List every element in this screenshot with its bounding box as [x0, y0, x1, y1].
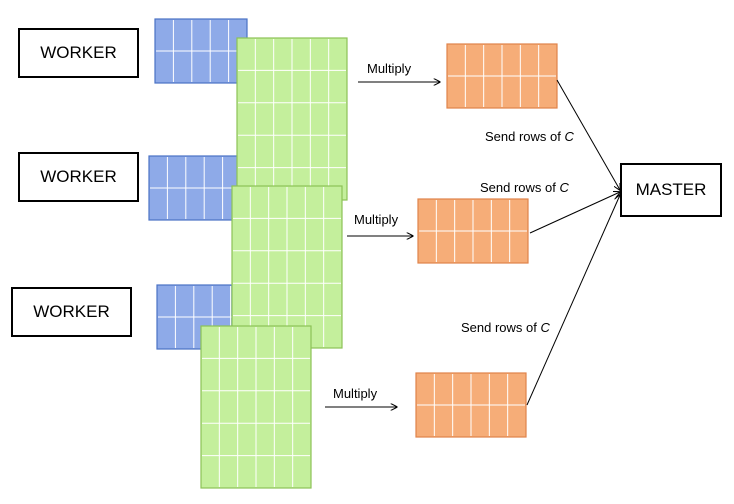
orange-matrix-1 [446, 43, 558, 109]
orange-matrix-3 [415, 372, 527, 438]
master-label: MASTER [635, 180, 707, 199]
green-matrix-1 [236, 37, 348, 201]
send-rows-label-3: Send rows of C [461, 320, 550, 335]
send-arrow-3 [526, 195, 620, 406]
worker-box-2: WORKER [18, 152, 139, 202]
send-rows-label-2: Send rows of C [480, 180, 569, 195]
worker-label: WORKER [40, 43, 117, 62]
master-box: MASTER [620, 163, 722, 217]
multiply-label-3: Multiply [333, 386, 378, 401]
send-rows-label-1: Send rows of C [485, 129, 574, 144]
orange-matrix-2 [417, 198, 529, 264]
blue-matrix-1 [154, 18, 248, 84]
blue-matrix-2 [148, 155, 242, 221]
worker-label: WORKER [33, 302, 110, 321]
multiply-label-1: Multiply [367, 61, 412, 76]
worker-label: WORKER [40, 167, 117, 186]
green-matrix-3 [200, 325, 312, 489]
green-matrix-2 [231, 185, 343, 349]
worker-box-1: WORKER [18, 28, 139, 78]
worker-box-3: WORKER [11, 287, 132, 337]
send-arrow-2 [529, 192, 620, 234]
send-arrow-1 [556, 79, 620, 190]
multiply-label-2: Multiply [354, 212, 399, 227]
